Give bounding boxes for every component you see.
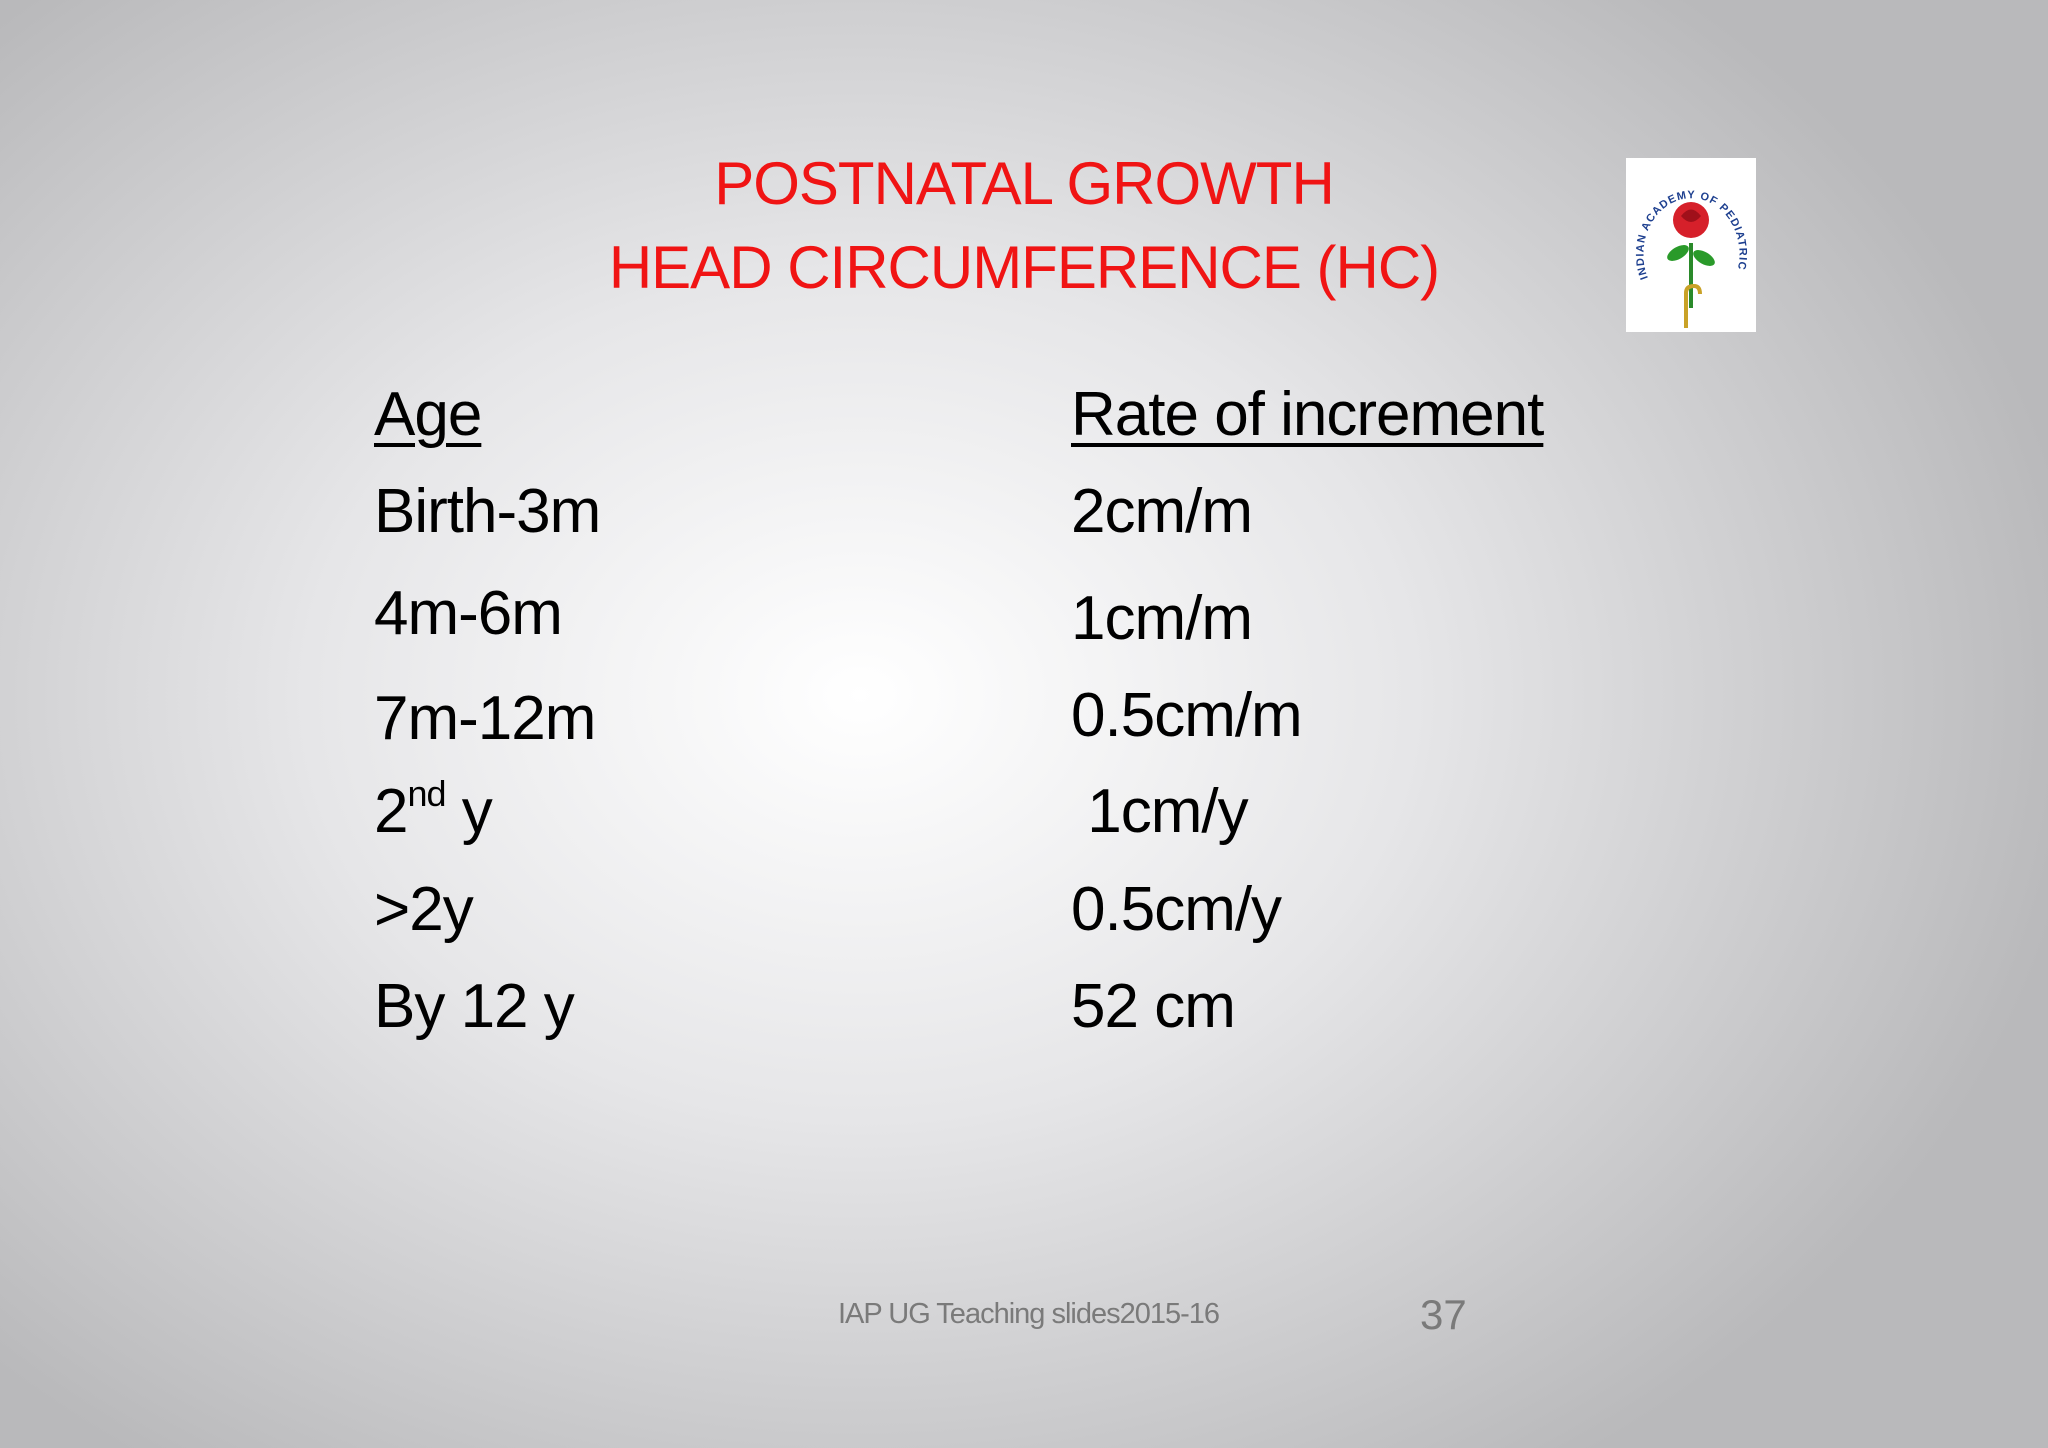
age-cell: 4m-6m — [374, 579, 563, 648]
rate-cell: 1cm/y — [1071, 777, 1248, 846]
age-cell: Birth-3m — [374, 477, 601, 546]
logo-leaf — [1667, 245, 1689, 261]
logo: INDIAN ACADEMY OF PEDIATRICS — [1626, 158, 1756, 332]
title-line: POSTNATAL GROWTH — [714, 150, 1335, 217]
rate-cell: 1cm/m — [1071, 584, 1253, 653]
logo-staff — [1684, 283, 1702, 328]
header-cell: Age — [374, 380, 482, 449]
rate-cell: 0.5cm/y — [1071, 875, 1282, 944]
page-number: 37 — [1420, 1291, 1467, 1338]
rate-cell: 2cm/m — [1071, 477, 1253, 546]
logo-rose-petal — [1681, 209, 1701, 222]
age-cell: 7m-12m — [374, 684, 596, 753]
age-cell: 2nd y — [374, 776, 493, 843]
logo-leaf — [1693, 250, 1715, 266]
footer-text: IAP UG Teaching slides2015-16 — [838, 1298, 1220, 1330]
age-cell: By 12 y — [374, 972, 575, 1041]
age-cell: >2y — [374, 875, 474, 944]
header-cell: Rate of increment — [1071, 380, 1544, 449]
rate-cell: 52 cm — [1071, 972, 1236, 1041]
age-text: y — [445, 777, 493, 846]
age-superscript: nd — [407, 773, 446, 814]
rate-cell: 0.5cm/m — [1071, 681, 1303, 750]
age-text: 2 — [374, 777, 408, 846]
title-line: HEAD CIRCUMFERENCE (HC) — [608, 234, 1440, 301]
